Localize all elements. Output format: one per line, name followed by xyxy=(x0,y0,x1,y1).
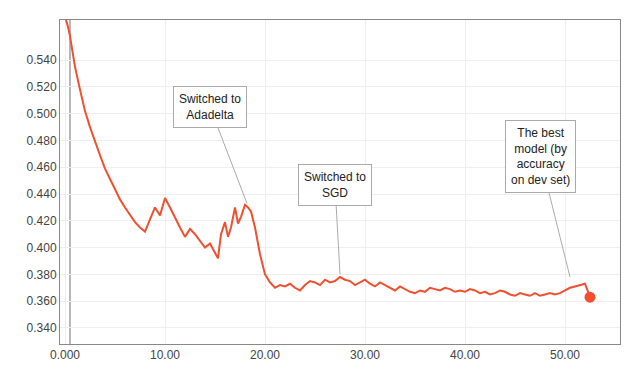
svg-text:0.500: 0.500 xyxy=(27,107,57,121)
svg-text:Switched toAdadelta: Switched toAdadelta xyxy=(179,92,241,122)
svg-text:0.520: 0.520 xyxy=(27,80,57,94)
svg-text:0.480: 0.480 xyxy=(27,134,57,148)
svg-text:0.460: 0.460 xyxy=(27,160,57,174)
svg-text:0.380: 0.380 xyxy=(27,268,57,282)
svg-text:Switched toSGD: Switched toSGD xyxy=(304,170,366,200)
svg-text:10.00: 10.00 xyxy=(150,348,180,362)
svg-text:0.540: 0.540 xyxy=(27,53,57,67)
svg-text:0.360: 0.360 xyxy=(27,294,57,308)
svg-text:50.00: 50.00 xyxy=(550,348,580,362)
svg-text:20.00: 20.00 xyxy=(250,348,280,362)
svg-text:0.400: 0.400 xyxy=(27,241,57,255)
svg-text:0.340: 0.340 xyxy=(27,321,57,335)
svg-text:The bestmodel (byaccuracyon de: The bestmodel (byaccuracyon dev set) xyxy=(511,126,570,187)
svg-text:0.420: 0.420 xyxy=(27,214,57,228)
svg-text:0.000: 0.000 xyxy=(50,348,80,362)
svg-text:0.440: 0.440 xyxy=(27,187,57,201)
svg-text:30.00: 30.00 xyxy=(350,348,380,362)
svg-text:40.00: 40.00 xyxy=(450,348,480,362)
